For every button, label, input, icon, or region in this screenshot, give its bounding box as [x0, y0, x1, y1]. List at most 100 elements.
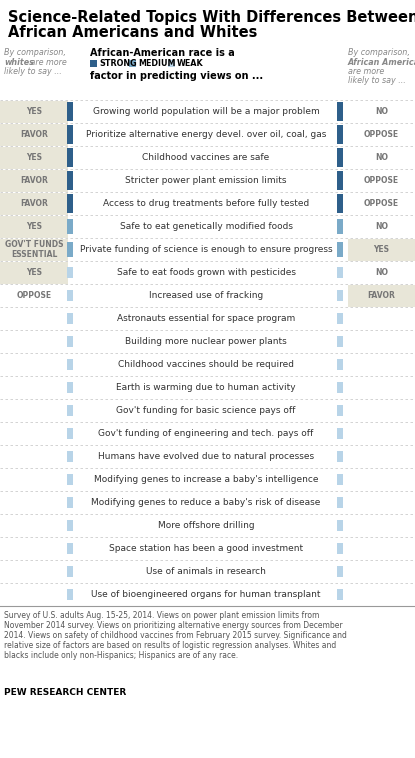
Bar — [337, 428, 343, 439]
Bar — [0, 170, 68, 192]
Bar — [0, 124, 68, 146]
Text: FAVOR: FAVOR — [20, 176, 48, 185]
Bar — [0, 262, 68, 283]
Text: Building more nuclear power plants: Building more nuclear power plants — [125, 337, 287, 346]
Text: Modifying genes to reduce a baby's risk of disease: Modifying genes to reduce a baby's risk … — [91, 498, 321, 507]
Text: OPPOSE: OPPOSE — [364, 130, 399, 139]
Bar — [0, 239, 68, 261]
Bar — [337, 451, 343, 462]
Bar — [0, 101, 68, 123]
Bar — [337, 313, 343, 324]
Bar — [67, 543, 73, 554]
Bar — [67, 242, 73, 257]
Text: NO: NO — [375, 153, 388, 162]
Text: OPPOSE: OPPOSE — [364, 199, 399, 208]
Bar — [337, 520, 343, 531]
Text: NO: NO — [375, 268, 388, 277]
Text: Survey of U.S. adults Aug. 15-25, 2014. Views on power plant emission limits fro: Survey of U.S. adults Aug. 15-25, 2014. … — [4, 611, 320, 620]
Bar — [67, 496, 73, 509]
Text: Science-Related Topics With Differences Between: Science-Related Topics With Differences … — [8, 10, 415, 25]
Text: November 2014 survey. Views on prioritizing alternative energy sources from Dece: November 2014 survey. Views on prioritiz… — [4, 621, 343, 630]
Text: WEAK: WEAK — [177, 59, 204, 68]
Text: Childhood vaccines should be required: Childhood vaccines should be required — [118, 360, 294, 369]
Bar — [337, 267, 343, 278]
Text: Modifying genes to increase a baby's intelligence: Modifying genes to increase a baby's int… — [94, 475, 318, 484]
Bar — [337, 474, 343, 485]
Text: FAVOR: FAVOR — [368, 291, 395, 300]
Text: African Americans and Whites: African Americans and Whites — [8, 25, 257, 40]
Text: By comparison,: By comparison, — [4, 48, 66, 57]
Bar — [337, 194, 343, 213]
Text: Gov't funding for basic science pays off: Gov't funding for basic science pays off — [116, 406, 295, 415]
Text: 2014. Views on safety of childhood vaccines from February 2015 survey. Significa: 2014. Views on safety of childhood vacci… — [4, 631, 347, 640]
Text: relative size of factors are based on results of logistic regression analyses. W: relative size of factors are based on re… — [4, 641, 336, 650]
Bar — [0, 146, 68, 168]
Bar — [337, 171, 343, 190]
Text: NO: NO — [375, 107, 388, 116]
Bar — [67, 149, 73, 167]
Text: Safe to eat genetically modified foods: Safe to eat genetically modified foods — [120, 222, 293, 231]
Bar — [67, 359, 73, 370]
Bar — [337, 219, 343, 234]
Bar — [67, 520, 73, 531]
Text: YES: YES — [26, 107, 42, 116]
Bar — [67, 219, 73, 234]
Bar — [67, 405, 73, 416]
Bar — [67, 589, 73, 600]
Bar — [337, 336, 343, 347]
Bar — [337, 359, 343, 370]
Bar — [337, 149, 343, 167]
Text: GOV'T FUNDS
ESSENTIAL: GOV'T FUNDS ESSENTIAL — [5, 240, 63, 259]
Bar — [67, 194, 73, 213]
Text: Stricter power plant emission limits: Stricter power plant emission limits — [125, 176, 287, 185]
Text: Humans have evolved due to natural processes: Humans have evolved due to natural proce… — [98, 452, 314, 461]
Bar — [348, 284, 415, 306]
Bar — [67, 565, 73, 578]
Text: Private funding of science is enough to ensure progress: Private funding of science is enough to … — [80, 245, 332, 254]
Text: are more: are more — [28, 58, 67, 67]
Text: Gov't funding of engineering and tech. pays off: Gov't funding of engineering and tech. p… — [98, 429, 314, 438]
Bar — [337, 102, 343, 121]
Text: NO: NO — [375, 222, 388, 231]
Bar — [67, 428, 73, 439]
Text: More offshore drilling: More offshore drilling — [158, 521, 254, 530]
Text: Use of animals in research: Use of animals in research — [146, 567, 266, 576]
Bar — [129, 60, 136, 67]
Text: factor in predicting views on ...: factor in predicting views on ... — [90, 71, 263, 81]
Bar — [67, 313, 73, 324]
Bar — [67, 451, 73, 462]
Bar — [67, 382, 73, 393]
Text: likely to say ...: likely to say ... — [4, 67, 62, 76]
Text: FAVOR: FAVOR — [20, 199, 48, 208]
Text: Access to drug treatments before fully tested: Access to drug treatments before fully t… — [103, 199, 309, 208]
Text: YES: YES — [26, 222, 42, 231]
Bar — [168, 60, 175, 67]
Text: blacks include only non-Hispanics; Hispanics are of any race.: blacks include only non-Hispanics; Hispa… — [4, 651, 238, 660]
Bar — [337, 589, 343, 600]
Text: whites: whites — [4, 58, 34, 67]
Bar — [67, 267, 73, 278]
Bar — [337, 543, 343, 554]
Bar — [337, 565, 343, 578]
Bar — [337, 290, 343, 301]
Text: STRONG: STRONG — [99, 59, 137, 68]
Text: Safe to eat foods grown with pesticides: Safe to eat foods grown with pesticides — [117, 268, 295, 277]
Bar — [67, 474, 73, 485]
Text: PEW RESEARCH CENTER: PEW RESEARCH CENTER — [4, 688, 126, 697]
Text: YES: YES — [374, 245, 390, 254]
Text: OPPOSE: OPPOSE — [364, 176, 399, 185]
Bar — [337, 125, 343, 144]
Text: YES: YES — [26, 268, 42, 277]
Text: Earth is warming due to human activity: Earth is warming due to human activity — [116, 383, 296, 392]
Bar — [67, 102, 73, 121]
Text: Space station has been a good investment: Space station has been a good investment — [109, 544, 303, 553]
Text: YES: YES — [26, 153, 42, 162]
Text: are more: are more — [348, 67, 384, 76]
Bar — [67, 125, 73, 144]
Text: FAVOR: FAVOR — [20, 130, 48, 139]
Text: Astronauts essential for space program: Astronauts essential for space program — [117, 314, 295, 323]
Bar — [67, 171, 73, 190]
Bar — [0, 193, 68, 215]
Bar — [0, 215, 68, 237]
Bar — [337, 405, 343, 416]
